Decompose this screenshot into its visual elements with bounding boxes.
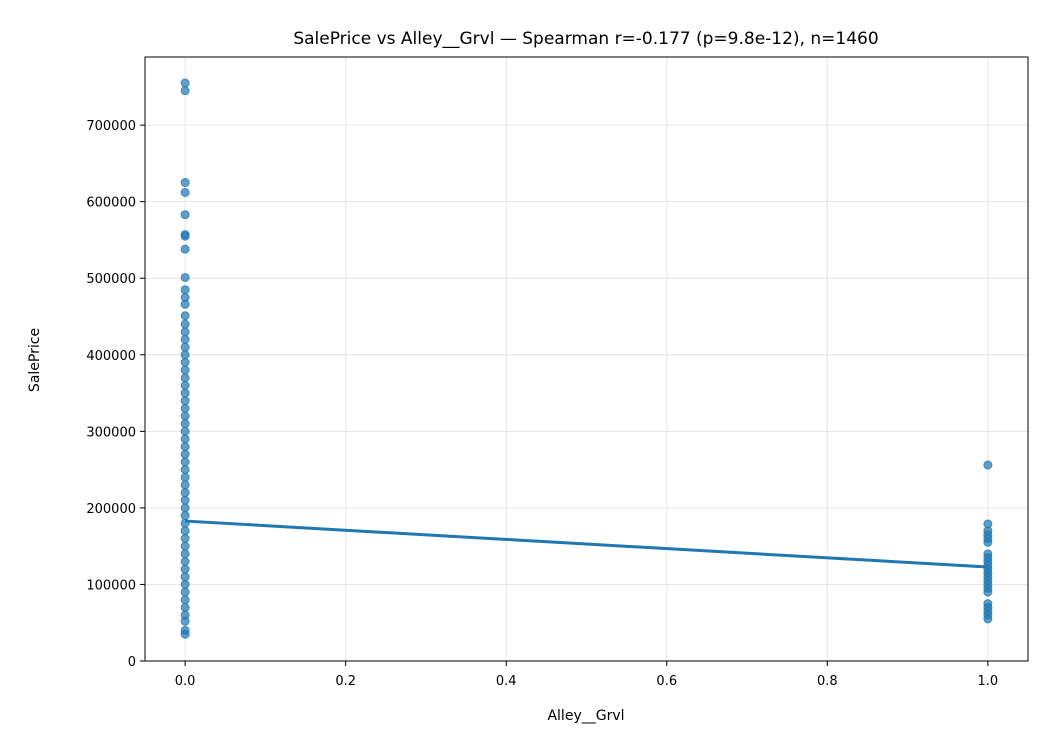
point (180, 556, 190, 566)
point (180, 602, 190, 612)
y-tick-label: 700000 (86, 119, 136, 134)
y-tick-label: 600000 (86, 196, 136, 211)
point (180, 488, 190, 498)
point (180, 595, 190, 605)
y-tick-label: 100000 (86, 578, 136, 593)
y-tick-label: 500000 (86, 272, 136, 287)
point (180, 419, 190, 429)
point (180, 178, 190, 188)
point (180, 187, 190, 197)
point (180, 495, 190, 505)
point (180, 465, 190, 475)
point (180, 616, 190, 626)
point (180, 541, 190, 551)
point (180, 342, 190, 352)
point (180, 350, 190, 360)
point (180, 403, 190, 413)
point (180, 434, 190, 444)
point (180, 86, 190, 96)
point (180, 319, 190, 329)
point (180, 285, 190, 295)
point (180, 299, 190, 309)
point (180, 357, 190, 367)
point (180, 411, 190, 421)
point (180, 572, 190, 582)
point (180, 272, 190, 282)
x-axis-label: Alley__Grvl (547, 708, 624, 724)
point (180, 210, 190, 220)
y-axis-label: SalePrice (27, 328, 43, 392)
x-tick-label: 1.0 (978, 674, 999, 689)
point (180, 629, 190, 639)
point (180, 449, 190, 459)
point (180, 373, 190, 383)
point (180, 503, 190, 513)
point (180, 388, 190, 398)
point (180, 380, 190, 390)
point (983, 460, 993, 470)
x-tick-label: 0.2 (335, 674, 356, 689)
point (983, 587, 993, 597)
point (180, 564, 190, 574)
point (983, 614, 993, 624)
point (180, 511, 190, 521)
chart-title: SalePrice vs Alley__Grvl — Spearman r=-0… (293, 29, 878, 49)
point (180, 334, 190, 344)
point (180, 480, 190, 490)
x-tick-label: 0.4 (496, 674, 517, 689)
point (180, 534, 190, 544)
point (180, 78, 190, 88)
point (180, 311, 190, 321)
point (180, 579, 190, 589)
point (983, 537, 993, 547)
point (180, 442, 190, 452)
y-tick-label: 400000 (86, 349, 136, 364)
point (180, 457, 190, 467)
x-tick-label: 0.8 (817, 674, 838, 689)
point (180, 426, 190, 436)
point (180, 365, 190, 375)
point (180, 396, 190, 406)
point (180, 549, 190, 559)
x-tick-label: 0.0 (175, 674, 196, 689)
y-tick-label: 200000 (86, 502, 136, 517)
point (180, 472, 190, 482)
point (180, 327, 190, 337)
point (180, 244, 190, 254)
x-tick-label: 0.6 (656, 674, 677, 689)
point (180, 526, 190, 536)
plot-frame (144, 56, 1029, 662)
trend-line (185, 519, 988, 569)
y-tick-label: 0 (128, 655, 136, 670)
y-tick-label: 300000 (86, 425, 136, 440)
point (180, 587, 190, 597)
point (180, 231, 190, 241)
